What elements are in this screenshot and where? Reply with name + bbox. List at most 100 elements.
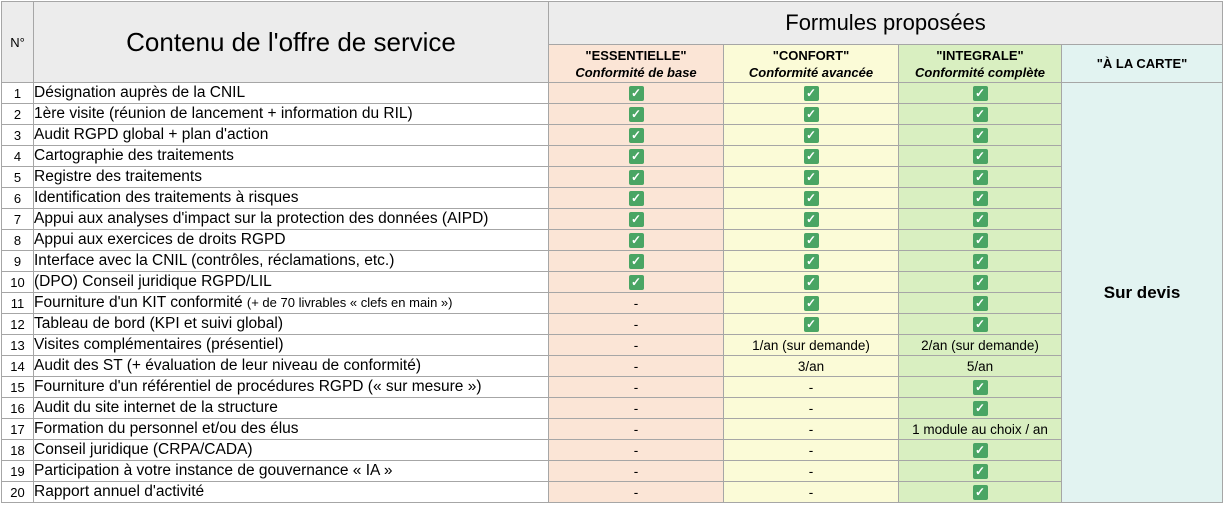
plan-name: "CONFORT" (772, 47, 850, 63)
cell-confort: 3/an (723, 355, 899, 377)
check-icon: ✓ (972, 274, 988, 290)
cell-essentielle: - (548, 460, 724, 482)
row-label-text: Audit du site internet de la structure (34, 399, 278, 416)
row-label: Participation à votre instance de gouver… (33, 460, 549, 482)
row-number: 10 (1, 271, 34, 293)
row-label-text: Rapport annuel d'activité (34, 483, 205, 500)
cell-value: - (808, 463, 814, 479)
row-label: 1ère visite (réunion de lancement + info… (33, 103, 549, 125)
cell-confort: ✓ (723, 208, 899, 230)
plan-header-confort: "CONFORT" Conformité avancée (723, 44, 899, 83)
cell-confort: - (723, 481, 899, 503)
check-icon: ✓ (972, 316, 988, 332)
check-icon: ✓ (972, 127, 988, 143)
check-icon: ✓ (972, 148, 988, 164)
cell-value: - (633, 442, 639, 458)
row-label-text: Tableau de bord (KPI et suivi global) (34, 315, 284, 332)
cell-integrale: ✓ (898, 271, 1062, 293)
check-icon: ✓ (628, 232, 644, 248)
cell-essentielle: - (548, 334, 724, 356)
cell-essentielle: - (548, 439, 724, 461)
check-icon: ✓ (972, 106, 988, 122)
table-row: 18 Conseil juridique (CRPA/CADA) - - ✓ (1, 439, 1223, 461)
cell-integrale: 1 module au choix / an (898, 418, 1062, 440)
check-icon: ✓ (803, 85, 819, 101)
cell-value: - (808, 400, 814, 416)
check-icon: ✓ (628, 169, 644, 185)
table-row: 19 Participation à votre instance de gouv… (1, 460, 1223, 482)
content-column-header: Contenu de l'offre de service (33, 1, 549, 83)
cell-essentielle: - (548, 292, 724, 314)
cell-integrale: ✓ (898, 166, 1062, 188)
row-number: 8 (1, 229, 34, 251)
row-number: 11 (1, 292, 34, 314)
cell-essentielle: - (548, 481, 724, 503)
row-label-text: Fourniture d'un référentiel de procédure… (34, 378, 482, 395)
cell-integrale: ✓ (898, 250, 1062, 272)
cell-confort: ✓ (723, 124, 899, 146)
row-label-text: Visites complémentaires (présentiel) (34, 336, 284, 353)
cell-essentielle: ✓ (548, 271, 724, 293)
cell-essentielle: - (548, 418, 724, 440)
check-icon: ✓ (972, 295, 988, 311)
check-icon: ✓ (803, 106, 819, 122)
table-row: 5 Registre des traitements ✓ ✓ ✓ (1, 166, 1223, 188)
cell-integrale: ✓ (898, 82, 1062, 104)
cell-essentielle: ✓ (548, 229, 724, 251)
cell-value: - (633, 295, 639, 311)
table-row: 16 Audit du site internet de la structure… (1, 397, 1223, 419)
table-row: 20 Rapport annuel d'activité - - ✓ (1, 481, 1223, 503)
table-row: 4 Cartographie des traitements ✓ ✓ ✓ (1, 145, 1223, 167)
cell-essentielle: ✓ (548, 124, 724, 146)
cell-value: - (633, 358, 639, 374)
row-number: 16 (1, 397, 34, 419)
cell-essentielle: ✓ (548, 166, 724, 188)
cell-value: - (633, 484, 639, 500)
cell-confort: ✓ (723, 82, 899, 104)
row-label-text: 1ère visite (réunion de lancement + info… (34, 105, 413, 122)
row-label: Interface avec la CNIL (contrôles, récla… (33, 250, 549, 272)
plan-subtitle: Conformité de base (575, 64, 697, 80)
row-label: Registre des traitements (33, 166, 549, 188)
table-row: 7 Appui aux analyses d'impact sur la prot… (1, 208, 1223, 230)
cell-value: - (633, 400, 639, 416)
offer-table: N° Contenu de l'offre de service Formule… (1, 1, 1224, 503)
table-row: 10 (DPO) Conseil juridique RGPD/LIL ✓ ✓ ✓ (1, 271, 1223, 293)
check-icon: ✓ (803, 190, 819, 206)
plan-header-essentielle: "ESSENTIELLE" Conformité de base (548, 44, 724, 83)
cell-confort: - (723, 460, 899, 482)
check-icon: ✓ (628, 148, 644, 164)
cell-integrale: 5/an (898, 355, 1062, 377)
table-row: 13 Visites complémentaires (présentiel) - 1… (1, 334, 1223, 356)
cell-integrale: ✓ (898, 208, 1062, 230)
table-row: 6 Identification des traitements à risque… (1, 187, 1223, 209)
row-number: 17 (1, 418, 34, 440)
row-label: Conseil juridique (CRPA/CADA) (33, 439, 549, 461)
cell-integrale: ✓ (898, 187, 1062, 209)
cell-confort: ✓ (723, 313, 899, 335)
cell-integrale: ✓ (898, 376, 1062, 398)
table-row: 1 Désignation auprès de la CNIL ✓ ✓ ✓ Sur dev… (1, 82, 1224, 503)
row-label: (DPO) Conseil juridique RGPD/LIL (33, 271, 549, 293)
cell-value: - (808, 484, 814, 500)
row-label-text: (DPO) Conseil juridique RGPD/LIL (34, 273, 272, 290)
cell-essentielle: - (548, 313, 724, 335)
check-icon: ✓ (803, 274, 819, 290)
check-icon: ✓ (628, 253, 644, 269)
cell-confort: ✓ (723, 166, 899, 188)
row-label: Formation du personnel et/ou des élus (33, 418, 549, 440)
check-icon: ✓ (803, 295, 819, 311)
cell-value: 5/an (966, 358, 994, 374)
check-icon: ✓ (972, 211, 988, 227)
check-icon: ✓ (972, 379, 988, 395)
check-icon: ✓ (803, 127, 819, 143)
cell-essentielle: ✓ (548, 103, 724, 125)
table-row: 12 Tableau de bord (KPI et suivi global) -… (1, 313, 1223, 335)
cell-essentielle: - (548, 355, 724, 377)
plan-header-a-la-carte: "À LA CARTE" (1060, 44, 1224, 83)
check-icon: ✓ (972, 169, 988, 185)
check-icon: ✓ (628, 274, 644, 290)
check-icon: ✓ (972, 85, 988, 101)
row-number: 19 (1, 460, 34, 482)
plan-name: "ESSENTIELLE" (585, 47, 687, 63)
